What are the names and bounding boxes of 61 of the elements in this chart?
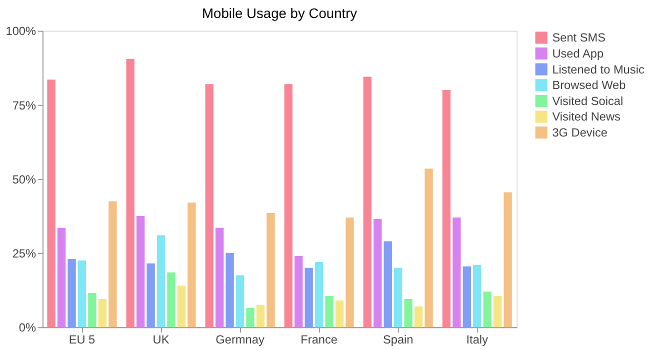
bar bbox=[47, 80, 56, 328]
bar bbox=[205, 84, 214, 328]
bar bbox=[167, 272, 176, 328]
bar bbox=[246, 308, 254, 328]
bar bbox=[188, 202, 196, 328]
bar bbox=[314, 262, 324, 328]
bar bbox=[384, 241, 392, 328]
bar bbox=[266, 213, 275, 328]
legend-label: Listened to Music bbox=[552, 62, 644, 76]
x-tick-label: Germnay bbox=[216, 332, 264, 346]
x-tick-label: EU 5 bbox=[68, 332, 96, 346]
bar bbox=[442, 90, 451, 328]
bar bbox=[325, 296, 334, 328]
bar bbox=[374, 218, 382, 328]
x-tick-label: Spain bbox=[382, 332, 414, 346]
bar bbox=[78, 260, 86, 328]
bar bbox=[57, 228, 66, 328]
y-tick-label: 100% bbox=[6, 24, 37, 38]
bar bbox=[394, 268, 402, 328]
bar bbox=[146, 263, 155, 328]
legend-label: Browsed Web bbox=[552, 78, 626, 92]
y-tick-label: 0% bbox=[18, 320, 37, 335]
bar bbox=[414, 306, 423, 328]
y-tick-label: 50% bbox=[12, 172, 37, 186]
bar bbox=[504, 192, 512, 328]
bar bbox=[226, 253, 234, 328]
bar bbox=[462, 266, 471, 328]
x-tick-label: France bbox=[300, 332, 338, 346]
legend-label: Visited Soical bbox=[552, 94, 624, 108]
bar bbox=[304, 268, 313, 328]
bar bbox=[452, 217, 461, 328]
bar bbox=[493, 296, 502, 328]
bar bbox=[236, 275, 244, 328]
chart-title: Mobile Usage by Country bbox=[202, 4, 358, 21]
legend-label: 3G Device bbox=[552, 125, 608, 140]
bar bbox=[404, 298, 412, 328]
y-tick-label: 75% bbox=[12, 98, 37, 112]
bar bbox=[126, 58, 134, 328]
bar bbox=[216, 228, 224, 328]
bar bbox=[88, 293, 96, 328]
bar bbox=[177, 286, 186, 328]
bar bbox=[363, 76, 372, 328]
bar bbox=[256, 304, 265, 328]
x-tick-label: Italy bbox=[466, 332, 488, 346]
bar bbox=[136, 216, 145, 328]
legend-label: Used App bbox=[552, 46, 604, 60]
bar bbox=[156, 235, 166, 328]
bar bbox=[68, 258, 76, 328]
bar bbox=[335, 300, 344, 328]
bar bbox=[483, 292, 492, 328]
bar bbox=[294, 256, 303, 328]
bar bbox=[108, 201, 117, 328]
bar bbox=[473, 264, 482, 328]
bar bbox=[346, 217, 354, 328]
x-tick-label: UK bbox=[152, 332, 170, 346]
y-tick-label: 25% bbox=[12, 246, 37, 260]
bar bbox=[98, 298, 107, 328]
bar bbox=[284, 84, 292, 328]
legend-label: Sent SMS bbox=[552, 30, 606, 45]
legend-label: Visited News bbox=[552, 110, 621, 124]
bar bbox=[424, 168, 433, 328]
